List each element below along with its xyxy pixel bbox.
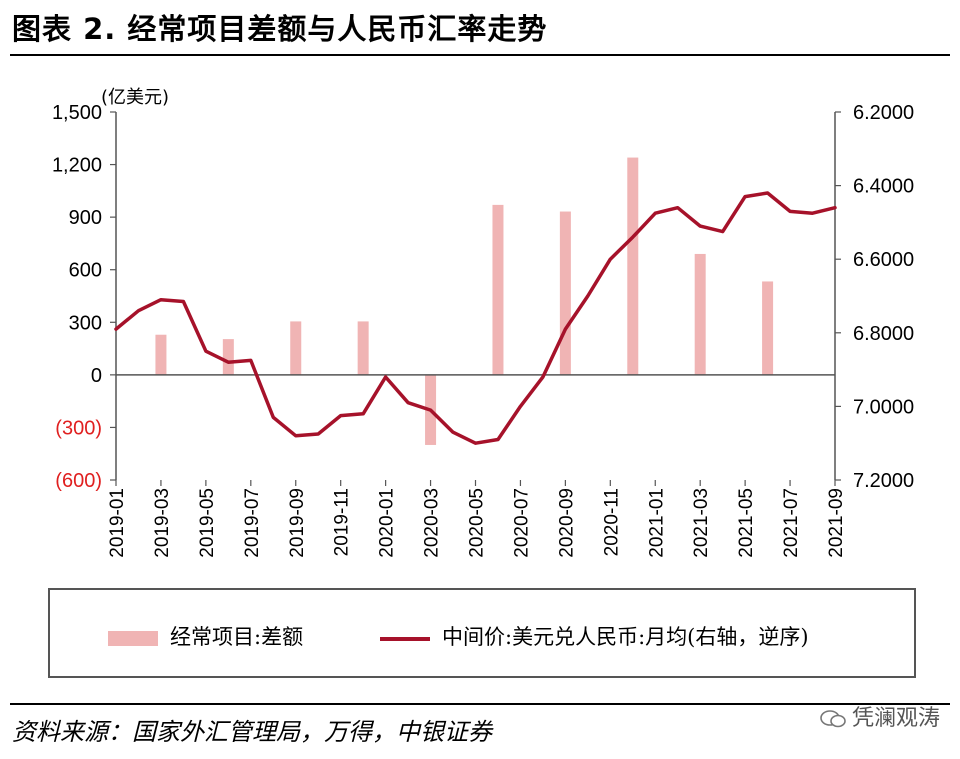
x-tick-label: 2020-03 (422, 488, 443, 558)
left-tick-label: 600 (69, 260, 102, 282)
bar-2020-09 (559, 211, 571, 375)
left-tick-label: 300 (69, 312, 102, 334)
left-tick-label: 0 (91, 365, 102, 387)
left-axis-unit: (亿美元) (101, 87, 169, 108)
x-tick-label: 2019-01 (107, 488, 128, 558)
source-divider (10, 703, 950, 705)
x-tick-label: 2020-01 (377, 488, 398, 558)
left-tick-label: 900 (69, 207, 102, 229)
left-tick-label: 1,500 (52, 102, 102, 124)
exchange-rate-line (114, 191, 837, 445)
legend-bar-swatch (108, 631, 158, 646)
x-tick-label: 2020-05 (467, 488, 488, 558)
right-tick-label: 6.2000 (853, 102, 914, 124)
bar-2019-12 (357, 321, 369, 375)
bar-2021-06 (762, 281, 774, 375)
left-tick-label: 1,200 (52, 155, 102, 177)
x-tick-label: 2020-07 (511, 488, 532, 558)
source-note: 资料来源：国家外汇管理局，万得，中银证券 (12, 718, 492, 746)
x-tick-label: 2019-03 (152, 488, 173, 558)
x-tick-label: 2019-07 (242, 488, 263, 558)
chart-area: 1,500 1,200 900 600 300 0 (300) (600) (亿美元) 6.200… (52, 87, 914, 558)
bar-2020-06 (492, 204, 504, 375)
x-tick-label: 2020-09 (556, 488, 577, 558)
right-tick-label: 7.2000 (853, 470, 914, 492)
legend-bar-label: 经常项目:差额 (170, 625, 304, 649)
bar-2019-06 (222, 339, 234, 375)
x-tick-label: 2020-11 (601, 488, 622, 556)
chat-bubble-icon (820, 710, 846, 728)
x-tick-label: 2021-01 (646, 488, 667, 558)
legend: 经常项目:差额 中间价:美元兑人民币:月均(右轴，逆序) (48, 588, 916, 678)
x-tick-label: 2019-05 (197, 488, 218, 558)
legend-item-line: 中间价:美元兑人民币:月均(右轴，逆序) (380, 621, 809, 651)
right-tick-label: 6.4000 (853, 176, 914, 198)
watermark: 凭澜观涛 (820, 700, 940, 732)
x-tick-label: 2021-05 (736, 488, 757, 558)
left-tick-label: (600) (55, 470, 102, 492)
bar-2021-03 (694, 253, 706, 375)
x-tick-label: 2019-09 (287, 488, 308, 558)
x-tick-label: 2019-11 (332, 488, 353, 556)
x-tick-label: 2021-09 (826, 488, 847, 558)
legend-item-bar: 经常项目:差额 (108, 621, 303, 651)
watermark-text: 凭澜观涛 (851, 706, 940, 731)
bar-2020-12 (627, 157, 639, 375)
right-tick-label: 6.6000 (853, 249, 914, 271)
legend-line-label: 中间价:美元兑人民币:月均(右轴，逆序) (442, 625, 809, 649)
figure-title: 图表 2. 经常项目差额与人民币汇率走势 (12, 12, 548, 46)
bar-2019-09 (290, 321, 302, 375)
bar-2019-03 (155, 334, 167, 375)
right-tick-label: 7.0000 (853, 396, 914, 418)
x-tick-label: 2021-07 (781, 488, 802, 558)
x-tick-label: 2021-03 (691, 488, 712, 558)
left-tick-label: (300) (55, 417, 102, 439)
right-tick-label: 6.8000 (853, 323, 914, 345)
legend-line-swatch (380, 636, 430, 641)
title-divider (10, 54, 950, 56)
